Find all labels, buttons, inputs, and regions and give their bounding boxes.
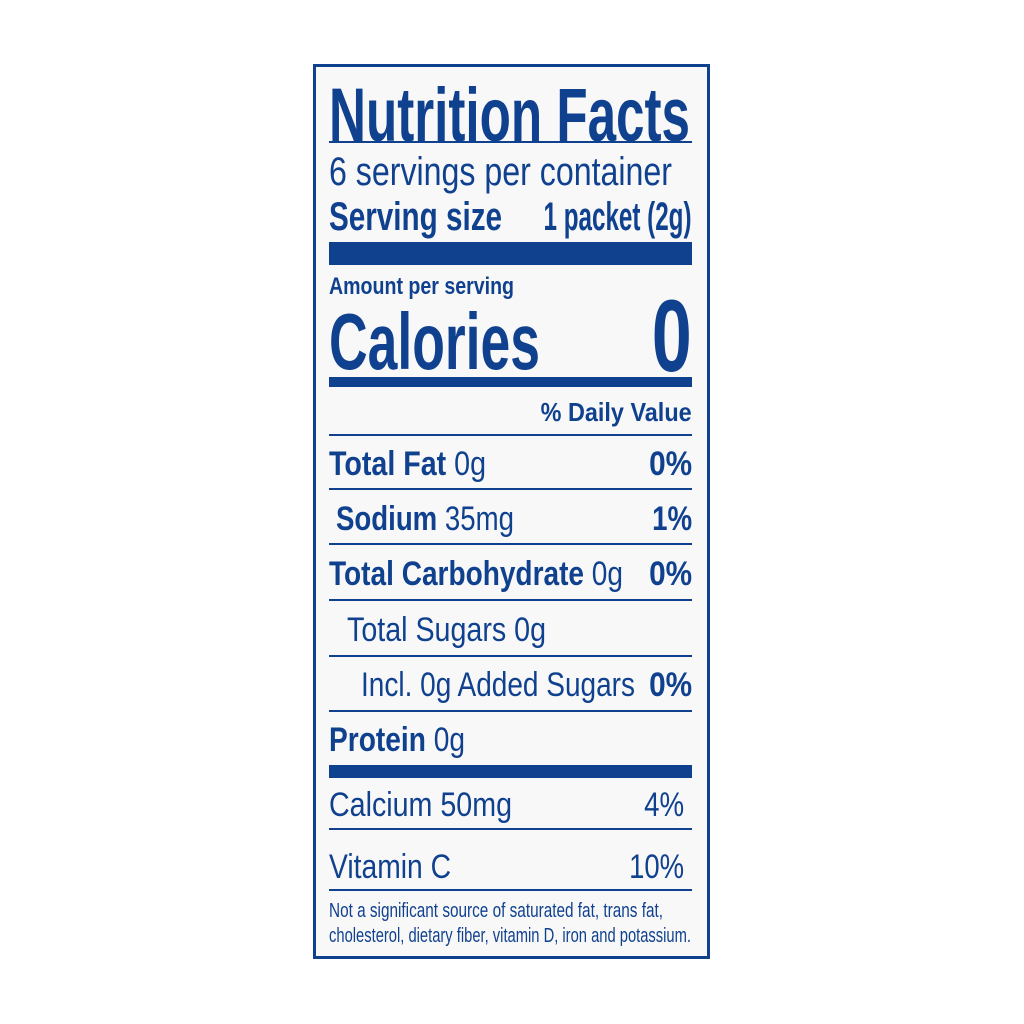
- nutrient-added-sugars: Incl. 0g Added Sugars: [361, 666, 635, 704]
- nutrient-protein: Protein 0g: [329, 721, 465, 759]
- title: Nutrition Facts: [329, 73, 690, 158]
- sodium-dv: 1%: [652, 500, 692, 538]
- divider: [329, 141, 692, 143]
- thick-bar: [329, 765, 692, 778]
- divider: [329, 828, 692, 830]
- vitamin-c: Vitamin C: [329, 848, 451, 886]
- medium-bar: [329, 377, 692, 387]
- servings-per-container: 6 servings per container: [329, 150, 672, 194]
- vitamin-calcium: Calcium 50mg: [329, 786, 512, 824]
- thick-bar: [329, 242, 692, 265]
- calcium-dv: 4%: [644, 786, 684, 824]
- divider: [329, 889, 692, 891]
- calories-value: 0: [652, 279, 692, 393]
- divider: [329, 710, 692, 712]
- nutrient-total-carbohydrate: Total Carbohydrate 0g: [329, 555, 623, 593]
- added-sugars-dv: 0%: [649, 666, 692, 704]
- footnote-line-1: Not a significant source of saturated fa…: [329, 900, 663, 922]
- serving-size-value: 1 packet (2g): [544, 195, 692, 239]
- nutrient-total-fat: Total Fat 0g: [329, 445, 486, 483]
- total-fat-dv: 0%: [649, 445, 692, 483]
- divider: [329, 655, 692, 657]
- daily-value-header: % Daily Value: [541, 397, 692, 427]
- serving-size-label: Serving size: [329, 195, 502, 239]
- nutrient-total-sugars: Total Sugars 0g: [347, 611, 546, 649]
- divider: [329, 599, 692, 601]
- divider: [329, 488, 692, 490]
- total-carbohydrate-dv: 0%: [649, 555, 692, 593]
- amount-per-serving: Amount per serving: [329, 273, 514, 300]
- footnote-line-2: cholesterol, dietary fiber, vitamin D, i…: [329, 925, 691, 947]
- vitamin-c-dv: 10%: [629, 848, 684, 886]
- divider: [329, 543, 692, 545]
- nutrition-facts-panel: [313, 64, 710, 959]
- calories-label: Calories: [329, 297, 540, 386]
- divider: [329, 434, 692, 436]
- nutrient-sodium: Sodium 35mg: [336, 500, 514, 538]
